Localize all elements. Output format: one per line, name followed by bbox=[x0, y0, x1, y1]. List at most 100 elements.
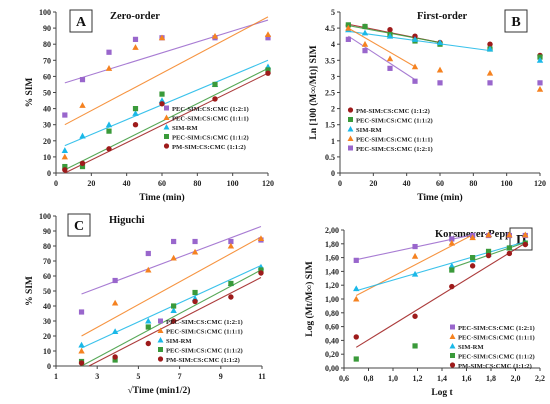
chart-title: Higuchi bbox=[109, 215, 145, 226]
chart-panel-c: 1 3 5 7 9 11 0 10 20 30 40 50 60 70 80 90 100 √Time (min1… bbox=[25, 212, 266, 396]
data-point bbox=[386, 55, 394, 62]
data-point bbox=[211, 32, 219, 39]
y-tick-label: 20 bbox=[43, 137, 51, 146]
chart-title: Korsmeyer-Peppas bbox=[435, 229, 520, 240]
x-tick-label: 5 bbox=[136, 372, 140, 381]
x-tick-label: 80 bbox=[193, 179, 201, 188]
data-point bbox=[227, 242, 235, 249]
data-point bbox=[353, 356, 359, 362]
y-tick-label: 10 bbox=[43, 347, 51, 356]
y-tick-label: 1,80 bbox=[325, 240, 339, 249]
trendline-2 bbox=[356, 241, 526, 292]
data-point bbox=[106, 49, 112, 55]
y-tick-label: 1,20 bbox=[325, 281, 339, 290]
legend-marker bbox=[157, 356, 164, 362]
data-point bbox=[78, 309, 85, 315]
legend-marker bbox=[164, 105, 169, 111]
y-tick-label: 90 bbox=[43, 24, 51, 33]
y-tick-label: 3 bbox=[331, 72, 335, 81]
data-point bbox=[145, 266, 152, 273]
data-point bbox=[192, 289, 198, 296]
data-point bbox=[485, 248, 492, 254]
x-tick-label: 120 bbox=[534, 179, 546, 188]
data-point bbox=[486, 69, 494, 76]
x-tick-label: 20 bbox=[369, 179, 377, 188]
data-point bbox=[106, 146, 112, 152]
data-point bbox=[436, 39, 444, 46]
data-point bbox=[506, 231, 513, 238]
data-point bbox=[411, 252, 419, 259]
data-point bbox=[537, 80, 543, 86]
data-point bbox=[265, 70, 271, 76]
data-point bbox=[62, 167, 68, 173]
data-point bbox=[448, 262, 455, 269]
data-point bbox=[61, 153, 69, 160]
data-point bbox=[486, 45, 494, 52]
data-point bbox=[112, 357, 118, 363]
x-tick-label: 7 bbox=[178, 372, 182, 381]
data-point bbox=[412, 343, 418, 349]
panel-letter: A bbox=[76, 15, 87, 30]
y-tick-label: 0,80 bbox=[325, 309, 339, 318]
data-point bbox=[487, 41, 493, 47]
x-axis-title: Time (min) bbox=[139, 192, 184, 203]
data-point bbox=[171, 238, 177, 245]
data-point bbox=[536, 85, 544, 92]
data-point bbox=[411, 36, 419, 42]
data-point bbox=[106, 128, 112, 134]
data-point bbox=[145, 250, 151, 257]
data-point bbox=[159, 101, 165, 107]
legend-marker bbox=[348, 145, 353, 151]
data-point bbox=[78, 347, 85, 354]
y-tick-label: 70 bbox=[43, 56, 51, 65]
legend-label: PEC-SIM:CS:CMC (1:1:1) bbox=[166, 329, 243, 336]
data-point bbox=[387, 65, 393, 71]
legend-marker bbox=[449, 362, 456, 368]
x-tick-label: 60 bbox=[158, 179, 166, 188]
data-point bbox=[212, 81, 218, 88]
legend-label: PM-SIM:CS:CMC (1:1:2) bbox=[458, 363, 532, 370]
data-point bbox=[132, 36, 139, 42]
data-point bbox=[111, 299, 119, 306]
legend-marker bbox=[163, 124, 170, 130]
x-tick-label: 9 bbox=[219, 372, 223, 381]
data-point bbox=[412, 313, 418, 319]
y-axis-title: Ln [100 (M∞/Mt)] SIM bbox=[308, 45, 319, 139]
data-point bbox=[353, 257, 359, 263]
data-point bbox=[386, 32, 394, 39]
data-point bbox=[132, 122, 139, 128]
legend-label: PEC-SIM:CS:CMC (1:1:2) bbox=[458, 354, 535, 361]
data-point bbox=[353, 295, 360, 302]
data-point bbox=[145, 317, 152, 324]
y-tick-label: 30 bbox=[43, 121, 51, 130]
trendline-3 bbox=[348, 27, 416, 68]
panel-letter: C bbox=[74, 219, 84, 234]
data-point bbox=[469, 234, 476, 241]
y-tick-label: 0 bbox=[331, 169, 335, 178]
data-point bbox=[449, 236, 455, 242]
x-tick-label: 100 bbox=[501, 179, 513, 188]
x-tick-label: 120 bbox=[262, 179, 274, 188]
data-point bbox=[158, 34, 166, 41]
data-point bbox=[171, 303, 177, 309]
y-tick-label: 1.5 bbox=[325, 121, 335, 130]
y-tick-label: 100 bbox=[39, 8, 51, 17]
y-tick-label: 1,00 bbox=[325, 295, 339, 304]
data-point bbox=[228, 238, 234, 245]
y-tick-label: 80 bbox=[43, 40, 51, 49]
data-point bbox=[487, 80, 493, 86]
data-point bbox=[265, 35, 271, 41]
data-point bbox=[436, 66, 444, 73]
data-point bbox=[448, 239, 455, 246]
y-tick-label: 5 bbox=[331, 8, 335, 17]
y-tick-label: 40 bbox=[43, 105, 51, 114]
data-point bbox=[506, 245, 512, 251]
x-axis-title: Time (min) bbox=[417, 192, 462, 203]
data-point bbox=[79, 163, 86, 170]
legend-label: SIM-RM bbox=[458, 344, 484, 351]
legend-marker bbox=[450, 324, 455, 330]
data-point bbox=[258, 270, 264, 276]
y-tick-label: 1,60 bbox=[325, 254, 339, 263]
y-tick-label: 0,00 bbox=[325, 364, 339, 373]
